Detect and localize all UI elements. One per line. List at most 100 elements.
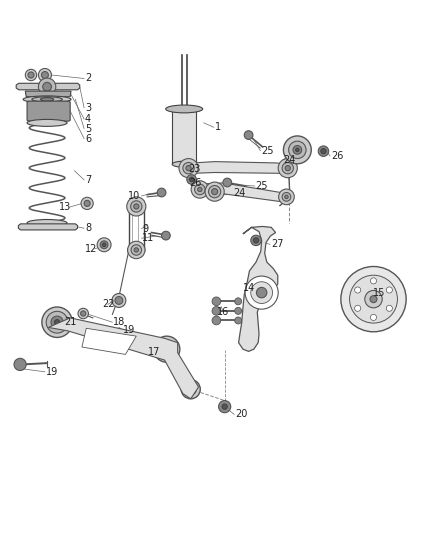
Text: 25: 25 bbox=[255, 181, 268, 191]
Circle shape bbox=[185, 384, 196, 395]
Text: 6: 6 bbox=[85, 134, 91, 143]
Circle shape bbox=[162, 231, 170, 240]
Circle shape bbox=[186, 166, 191, 171]
Text: 7: 7 bbox=[85, 175, 91, 185]
Circle shape bbox=[28, 72, 34, 78]
Circle shape bbox=[256, 287, 267, 298]
Circle shape bbox=[191, 181, 208, 198]
Circle shape bbox=[235, 317, 242, 324]
Ellipse shape bbox=[172, 161, 196, 167]
Circle shape bbox=[97, 238, 111, 252]
Circle shape bbox=[251, 235, 261, 246]
Circle shape bbox=[14, 358, 26, 370]
Circle shape bbox=[223, 178, 232, 187]
Polygon shape bbox=[27, 101, 70, 121]
Ellipse shape bbox=[23, 96, 71, 103]
Text: 16: 16 bbox=[217, 307, 229, 317]
Circle shape bbox=[282, 163, 293, 174]
Text: 21: 21 bbox=[64, 317, 77, 327]
Text: 9: 9 bbox=[142, 224, 148, 233]
Circle shape bbox=[183, 163, 194, 174]
Circle shape bbox=[39, 68, 51, 82]
Circle shape bbox=[112, 294, 126, 308]
Circle shape bbox=[212, 189, 218, 195]
Circle shape bbox=[127, 197, 146, 216]
Circle shape bbox=[127, 241, 145, 259]
Ellipse shape bbox=[41, 98, 53, 101]
Circle shape bbox=[293, 146, 302, 154]
Text: 4: 4 bbox=[85, 114, 91, 124]
Circle shape bbox=[365, 290, 382, 308]
Polygon shape bbox=[18, 224, 78, 230]
Text: 13: 13 bbox=[59, 203, 71, 212]
Polygon shape bbox=[82, 328, 136, 354]
Text: 22: 22 bbox=[102, 300, 115, 309]
Circle shape bbox=[222, 404, 227, 409]
Text: 1: 1 bbox=[215, 122, 221, 132]
Circle shape bbox=[42, 307, 72, 337]
Circle shape bbox=[244, 131, 253, 140]
Circle shape bbox=[321, 149, 326, 154]
Circle shape bbox=[283, 136, 311, 164]
Circle shape bbox=[131, 201, 142, 212]
Polygon shape bbox=[25, 91, 71, 97]
Circle shape bbox=[46, 311, 68, 333]
Ellipse shape bbox=[27, 220, 67, 227]
Circle shape bbox=[131, 245, 141, 255]
Circle shape bbox=[78, 308, 88, 319]
Circle shape bbox=[181, 379, 200, 399]
Circle shape bbox=[371, 314, 377, 320]
Circle shape bbox=[208, 185, 221, 198]
Text: 27: 27 bbox=[271, 239, 283, 249]
Circle shape bbox=[355, 305, 361, 311]
Circle shape bbox=[212, 306, 221, 315]
Text: 12: 12 bbox=[85, 244, 97, 254]
Circle shape bbox=[219, 400, 231, 413]
Circle shape bbox=[198, 187, 202, 192]
Circle shape bbox=[318, 146, 328, 156]
Circle shape bbox=[212, 297, 221, 305]
Circle shape bbox=[42, 71, 48, 78]
Text: 3: 3 bbox=[85, 103, 91, 112]
Circle shape bbox=[212, 316, 221, 325]
Circle shape bbox=[51, 316, 63, 328]
Circle shape bbox=[165, 348, 169, 351]
Ellipse shape bbox=[32, 97, 62, 102]
Circle shape bbox=[81, 311, 86, 316]
Circle shape bbox=[39, 78, 56, 95]
Circle shape bbox=[194, 184, 205, 195]
Polygon shape bbox=[194, 183, 292, 202]
Circle shape bbox=[134, 204, 139, 209]
Text: 5: 5 bbox=[85, 124, 91, 134]
Circle shape bbox=[102, 243, 106, 246]
Text: 18: 18 bbox=[113, 317, 126, 327]
Polygon shape bbox=[127, 246, 145, 254]
Text: 19: 19 bbox=[123, 325, 135, 335]
Circle shape bbox=[235, 298, 242, 305]
Text: 20: 20 bbox=[235, 409, 247, 419]
Text: 26: 26 bbox=[331, 151, 343, 161]
Circle shape bbox=[54, 320, 60, 325]
Circle shape bbox=[158, 341, 176, 358]
Circle shape bbox=[289, 141, 306, 158]
Circle shape bbox=[285, 195, 288, 199]
Circle shape bbox=[251, 282, 272, 303]
Circle shape bbox=[81, 197, 93, 209]
Circle shape bbox=[235, 308, 242, 314]
Circle shape bbox=[285, 166, 290, 171]
Circle shape bbox=[25, 69, 37, 80]
Circle shape bbox=[187, 175, 196, 184]
Circle shape bbox=[355, 287, 361, 293]
Circle shape bbox=[386, 305, 392, 311]
Polygon shape bbox=[16, 83, 80, 90]
Circle shape bbox=[157, 188, 166, 197]
Circle shape bbox=[179, 158, 198, 177]
Text: 15: 15 bbox=[373, 288, 385, 298]
Circle shape bbox=[386, 287, 392, 293]
Circle shape bbox=[154, 336, 180, 362]
Circle shape bbox=[279, 189, 294, 205]
Polygon shape bbox=[239, 227, 278, 351]
Circle shape bbox=[43, 83, 51, 91]
Circle shape bbox=[371, 278, 377, 284]
Circle shape bbox=[296, 148, 299, 151]
